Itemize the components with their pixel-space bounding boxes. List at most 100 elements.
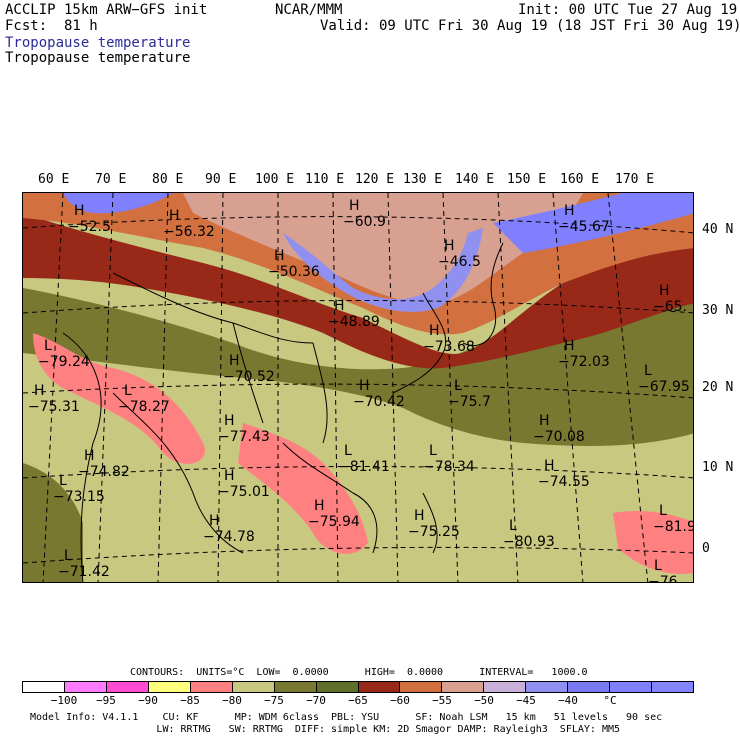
extremum-value: −79.24 xyxy=(38,354,90,370)
extremum-value: −52.5 xyxy=(68,219,111,235)
extremum-symbol: H xyxy=(444,238,455,254)
extremum-symbol: H xyxy=(84,448,95,464)
colorbar-tick: −65 xyxy=(348,694,368,707)
field-band-salmon-2 xyxy=(238,423,368,554)
model-info-line2: LW: RRTMG SW: RRTMG DIFF: simple KM: 2D … xyxy=(30,724,621,735)
extremum-value: −70.52 xyxy=(223,369,275,385)
colorbar-swatch xyxy=(442,682,485,692)
field-band-purple xyxy=(283,228,483,312)
longitude-label: 80 E xyxy=(152,172,184,187)
extremum-value: −70.08 xyxy=(533,429,585,445)
extremum-value: −48.89 xyxy=(328,314,380,330)
colorbar-swatch xyxy=(610,682,653,692)
longitude-line-6 xyxy=(332,193,339,582)
extremum-value: −81.41 xyxy=(338,459,390,475)
extremum-symbol: H xyxy=(429,323,440,339)
extremum-value: −73.15 xyxy=(53,489,105,505)
extremum-value: −56.32 xyxy=(163,224,215,240)
extremum-symbol: L xyxy=(509,518,517,534)
extremum-value: −81.9 xyxy=(653,519,694,535)
latitude-line-30 xyxy=(23,300,693,314)
longitude-label: 150 E xyxy=(507,172,547,187)
colorbar-tick: −100 xyxy=(50,694,78,707)
longitude-label: 170 E xyxy=(615,172,655,187)
colorbar-swatch xyxy=(568,682,611,692)
colorbar-tick: −45 xyxy=(516,694,536,707)
extremum-symbol: H xyxy=(564,338,575,354)
latitude-label: 40 N xyxy=(702,222,734,237)
init-time: Init: 00 UTC Tue 27 Aug 19 xyxy=(518,2,738,18)
colorbar-swatch xyxy=(106,682,149,692)
longitude-label: 140 E xyxy=(455,172,495,187)
longitude-line-9 xyxy=(497,193,519,582)
field-band-pink xyxy=(183,193,583,304)
extremum-value: −74.82 xyxy=(78,464,130,480)
colorbar xyxy=(22,681,694,693)
longitude-line-4 xyxy=(217,193,224,582)
extremum-symbol: L xyxy=(124,383,132,399)
org-title: NCAR/MMM xyxy=(275,2,343,18)
extremum-symbol: L xyxy=(454,378,462,394)
field-band-dark-olive xyxy=(23,268,693,446)
extremum-value: −75.7 xyxy=(448,394,491,410)
forecast-hour: Fcst: 81 h xyxy=(5,18,98,34)
longitude-label: 120 E xyxy=(355,172,395,187)
extremum-value: −60.9 xyxy=(343,214,386,230)
longitude-line-10 xyxy=(552,193,584,582)
longitude-label: 110 E xyxy=(305,172,345,187)
latitude-label: 0 xyxy=(702,541,710,556)
colorbar-tick: °C xyxy=(603,694,617,707)
extremum-symbol: H xyxy=(34,383,45,399)
extremum-value: −72.03 xyxy=(558,354,610,370)
extremum-symbol: H xyxy=(74,203,85,219)
field-band-dark-red xyxy=(23,213,693,369)
extremum-value: −75.01 xyxy=(218,484,270,500)
colorbar-tick: −80 xyxy=(222,694,242,707)
extremum-value: −75.94 xyxy=(308,514,360,530)
extremum-symbol: H xyxy=(209,513,220,529)
latitude-line-40 xyxy=(23,216,693,234)
extremum-symbol: L xyxy=(64,548,72,564)
field-band-purple-ne xyxy=(493,193,693,253)
extremum-symbol: H xyxy=(169,208,180,224)
latitude-line-20 xyxy=(23,383,693,399)
colorbar-tick: −60 xyxy=(390,694,410,707)
colorbar-swatch xyxy=(190,682,233,692)
longitude-label: 70 E xyxy=(95,172,127,187)
colorbar-tick: −90 xyxy=(138,694,158,707)
longitude-label: 130 E xyxy=(403,172,443,187)
field-band-purple-north xyxy=(63,193,173,214)
model-info-line1: Model Info: V4.1.1 CU: KF MP: WDM 6class… xyxy=(30,712,663,723)
extremum-symbol: L xyxy=(429,443,437,459)
colorbar-swatch xyxy=(232,682,275,692)
extremum-value: −77.43 xyxy=(218,429,270,445)
extremum-symbol: H xyxy=(414,508,425,524)
field-band-dark-olive-west xyxy=(23,463,83,582)
extremum-value: −74.78 xyxy=(203,529,255,545)
colorbar-swatch xyxy=(23,682,65,692)
extremum-symbol: L xyxy=(644,363,652,379)
extremum-symbol: L xyxy=(659,503,667,519)
extremum-symbol: L xyxy=(44,338,52,354)
valid-time: Valid: 09 UTC Fri 30 Aug 19 (18 JST Fri … xyxy=(320,18,740,34)
extremum-symbol: H xyxy=(564,203,575,219)
country-borders xyxy=(112,272,328,444)
colorbar-swatch xyxy=(148,682,191,692)
extremum-value: −45.67 xyxy=(558,219,610,235)
extremum-value: −46.5 xyxy=(438,254,481,270)
extremum-symbol: H xyxy=(274,248,285,264)
colorbar-tick: −55 xyxy=(432,694,452,707)
longitude-line-11 xyxy=(607,193,649,582)
colorbar-tick: −75 xyxy=(264,694,284,707)
longitude-line-1 xyxy=(42,193,64,582)
extremum-value: −80.93 xyxy=(503,534,555,550)
colorbar-swatch xyxy=(526,682,569,692)
longitude-line-8 xyxy=(442,193,459,582)
field-band-salmon-3 xyxy=(613,511,693,574)
extremum-symbol: H xyxy=(544,458,555,474)
extremum-symbol: H xyxy=(314,498,325,514)
extremum-value: −73.68 xyxy=(423,339,475,355)
colorbar-tick: −40 xyxy=(558,694,578,707)
extremum-symbol: H xyxy=(334,298,345,314)
colorbar-tick: −70 xyxy=(306,694,326,707)
